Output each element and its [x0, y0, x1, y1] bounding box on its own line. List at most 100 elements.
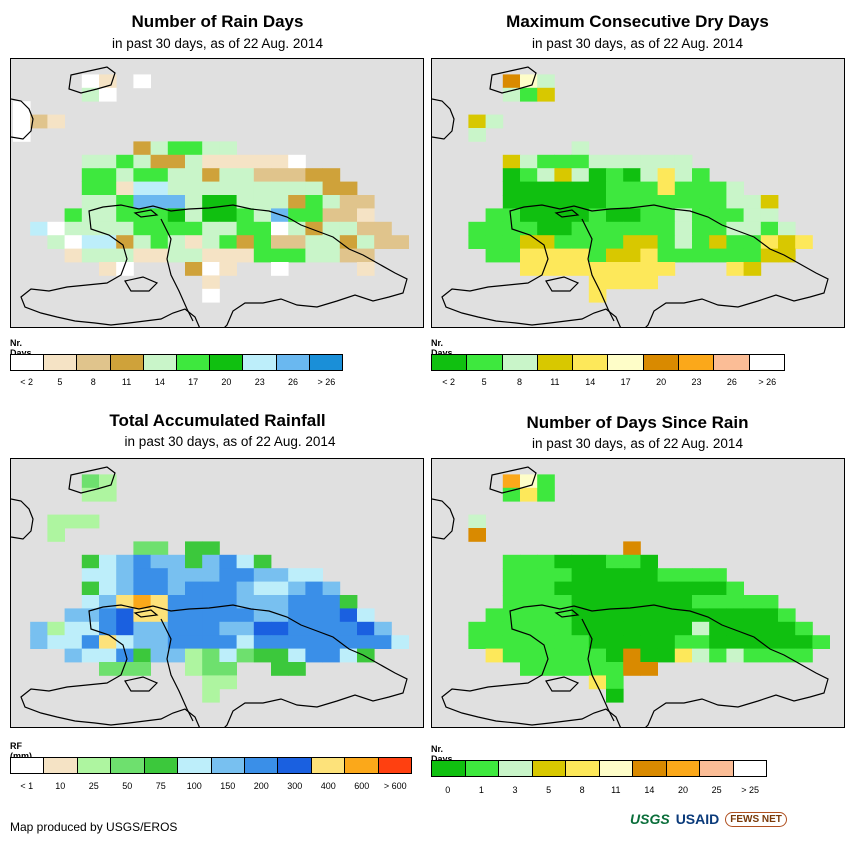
- legend-tick-label: 5: [57, 377, 63, 387]
- grid-cell: [554, 648, 572, 663]
- grid-cell: [588, 554, 607, 569]
- legend-swatch: [465, 761, 499, 776]
- grid-cell: [537, 168, 555, 182]
- panel-subtitle: in past 30 days, as of 22 Aug. 2014: [532, 36, 743, 51]
- grid-cell: [606, 235, 624, 249]
- grid-cell: [167, 635, 186, 649]
- rain-days-map: [10, 58, 424, 328]
- grid-cell: [623, 262, 641, 276]
- grid-cell: [322, 221, 341, 236]
- grid-cell: [253, 621, 272, 636]
- grid-cell: [202, 621, 220, 636]
- grid-cell: [236, 168, 255, 182]
- grid-cell: [520, 621, 538, 636]
- grid-cell: [99, 621, 117, 636]
- grid-cell: [520, 648, 538, 663]
- panel-subtitle: in past 30 days, as of 22 Aug. 2014: [532, 436, 743, 451]
- grid-cell: [554, 168, 572, 182]
- coastline-tortue: [133, 609, 159, 618]
- grid-cell: [520, 581, 538, 596]
- grid-cell: [623, 662, 641, 676]
- grid-cell: [47, 621, 65, 636]
- legend-swatch: [278, 758, 312, 773]
- grid-cell: [202, 688, 220, 703]
- grid-cell: [502, 181, 521, 196]
- grid-cell: [99, 581, 117, 596]
- legend-tick-label: 50: [122, 781, 133, 791]
- grid-cell: [606, 581, 624, 596]
- grid-cell: [571, 262, 590, 276]
- grid-cell: [271, 568, 289, 582]
- grid-cell: [606, 221, 624, 236]
- grid-cell: [606, 635, 624, 649]
- grid-cell: [288, 568, 306, 582]
- legend-swatch: [700, 761, 734, 776]
- legend-tick-label: 5: [546, 785, 552, 795]
- grid-cell: [288, 154, 306, 169]
- grid-cell: [288, 221, 306, 236]
- legend-tick-label: 11: [611, 785, 621, 795]
- grid-cell: [502, 87, 521, 102]
- grid-cell: [236, 154, 255, 169]
- legend-tick-label: 8: [579, 785, 585, 795]
- grid-cell: [537, 248, 555, 263]
- grid-cell: [185, 635, 203, 649]
- legend-swatch: [633, 761, 667, 776]
- grid-cell: [185, 568, 203, 582]
- grid-cell: [657, 221, 676, 236]
- grid-cell: [537, 568, 555, 582]
- grid-cell: [554, 608, 572, 623]
- grid-cell: [640, 221, 658, 236]
- usaid-logo: USAID: [675, 811, 720, 827]
- grid-cell: [502, 208, 521, 223]
- grid-cell: [322, 608, 341, 623]
- grid-cell: [133, 568, 151, 582]
- grid-cell: [692, 595, 710, 609]
- grid-cell: [571, 648, 590, 663]
- legend-swatch: [11, 758, 45, 773]
- grid-cell: [657, 648, 676, 663]
- grid-cell: [133, 195, 151, 209]
- grid-cell: [640, 208, 658, 223]
- legend-swatch: [532, 761, 566, 776]
- grid-cell: [571, 141, 590, 156]
- grid-cell: [339, 621, 358, 636]
- legend-swatch: [499, 761, 533, 776]
- grid-cell: [253, 581, 272, 596]
- grid-cell: [133, 248, 151, 263]
- grid-cell: [81, 168, 100, 182]
- coastline-bahamas: [68, 466, 116, 494]
- grid-cell: [537, 208, 555, 223]
- grid-cell: [322, 648, 341, 663]
- grid-cell: [322, 235, 341, 249]
- grid-cell: [305, 248, 323, 263]
- grid-cell: [537, 648, 555, 663]
- grid-cell: [606, 248, 624, 263]
- grid-cell: [657, 168, 676, 182]
- legend-swatch: [432, 761, 466, 776]
- grid-cell: [253, 595, 272, 609]
- legend-tick-label: 10: [55, 781, 66, 791]
- grid-cell: [253, 208, 272, 223]
- grid-cell: [468, 221, 486, 236]
- grid-cell: [185, 248, 203, 263]
- grid-cell: [502, 474, 521, 489]
- legend-title: Nr. Days: [10, 338, 32, 358]
- legend-title: Nr. Days: [431, 338, 453, 358]
- legend-swatch: [733, 761, 766, 776]
- grid-cell: [305, 621, 323, 636]
- grid-cell: [657, 595, 676, 609]
- grid-cell: [571, 181, 590, 196]
- grid-cell: [623, 554, 641, 569]
- grid-cell: [150, 635, 169, 649]
- grid-cell: [554, 248, 572, 263]
- grid-cell: [709, 208, 727, 223]
- grid-cell: [288, 168, 306, 182]
- grid-cell: [623, 595, 641, 609]
- grid-cell: [357, 235, 375, 249]
- grid-cell: [99, 635, 117, 649]
- coastline-hispaniola: [441, 204, 829, 327]
- legend-swatch: [749, 355, 784, 370]
- grid-cell: [485, 208, 504, 223]
- grid-cell: [185, 235, 203, 249]
